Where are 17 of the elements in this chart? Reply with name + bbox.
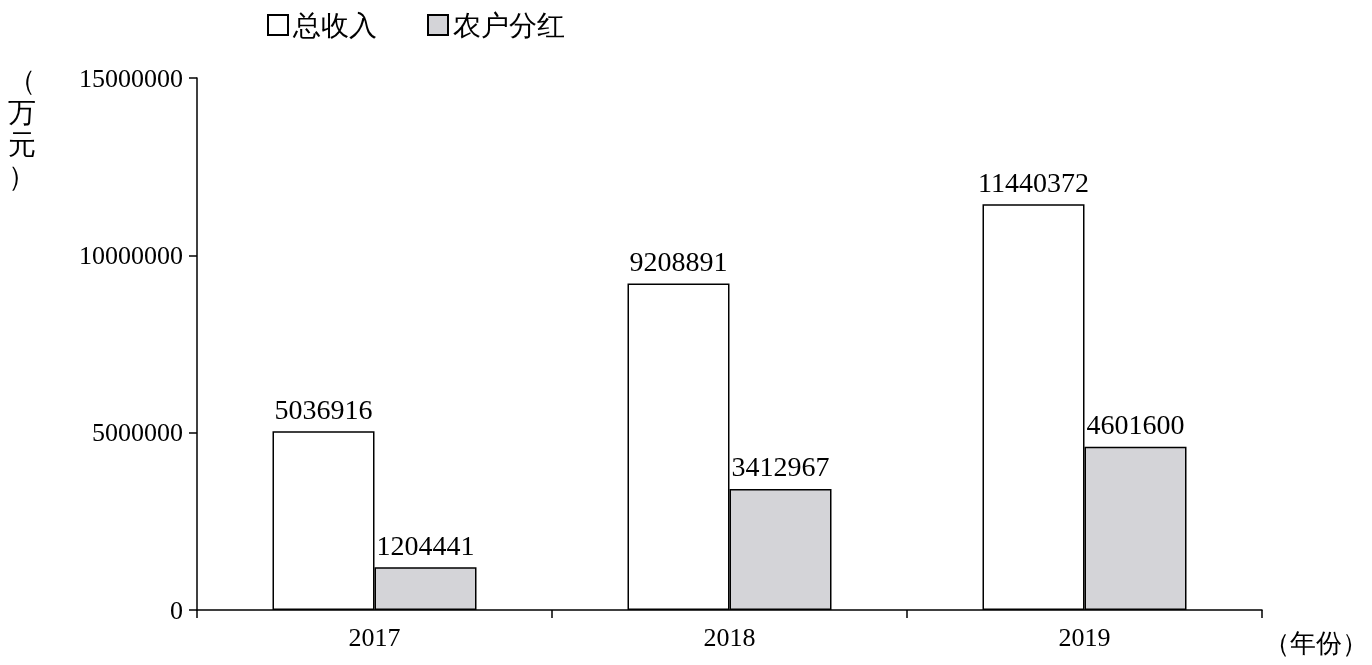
x-tick-label: 2017 <box>348 622 401 652</box>
y-tick-label: 15000000 <box>79 63 183 93</box>
data-label: 3412967 <box>731 451 830 483</box>
y-tick-label: 0 <box>170 595 183 625</box>
data-label: 1204441 <box>376 529 475 561</box>
x-tick-label: 2019 <box>1058 622 1111 652</box>
data-label: 5036916 <box>274 393 373 425</box>
x-axis-title: （年份） <box>1264 628 1368 658</box>
y-axis-title: （万元） <box>8 64 36 192</box>
legend-label: 总收入 <box>292 9 377 41</box>
x-tick-label: 2018 <box>703 622 756 652</box>
legend-label: 农户分红 <box>453 9 565 41</box>
data-label: 9208891 <box>629 245 728 277</box>
y-tick-label: 10000000 <box>79 240 183 270</box>
y-tick-label: 5000000 <box>92 418 183 448</box>
data-label: 11440372 <box>978 166 1089 198</box>
data-label: 4601600 <box>1086 409 1185 441</box>
